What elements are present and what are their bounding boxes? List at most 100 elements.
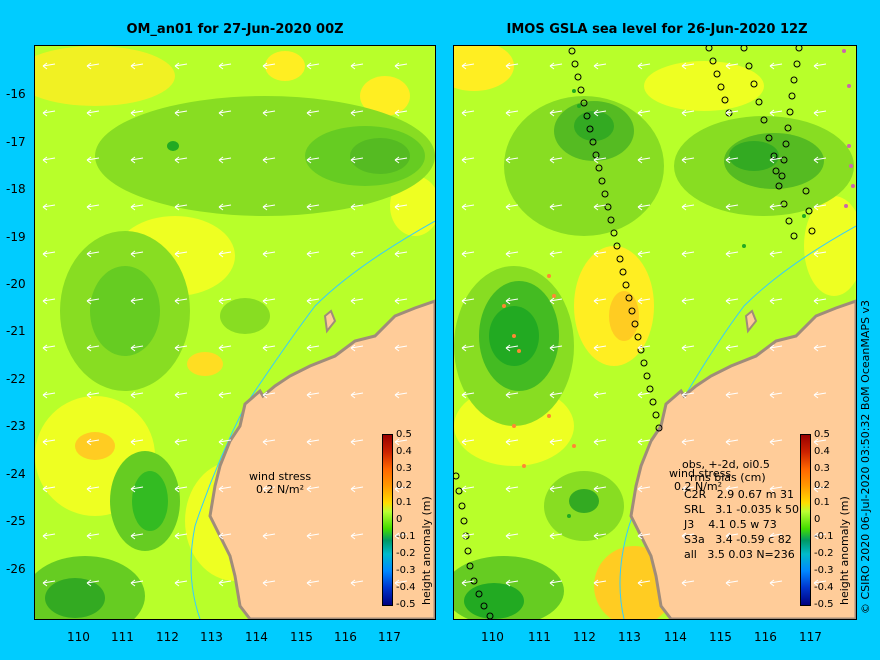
wind-stress-arrow — [350, 580, 364, 584]
left-map-panel — [34, 45, 436, 620]
wind-stress-arrowhead — [593, 485, 599, 493]
wind-stress-arrowhead — [813, 391, 819, 399]
colorbar-tick: 0.1 — [814, 497, 830, 508]
wind-stress-arrowhead — [42, 156, 48, 164]
wind-stress-arrowhead — [769, 156, 775, 164]
wind-stress-arrowhead — [461, 438, 467, 446]
wind-stress-arrow — [350, 63, 364, 67]
wind-stress-arrow — [86, 204, 100, 208]
wind-stress-arrowhead — [130, 156, 136, 164]
wind-stress-arrowhead — [813, 438, 819, 446]
wind-stress-arrowhead — [769, 109, 775, 117]
wind-stress-arrow — [461, 580, 475, 584]
wind-stress-arrow — [769, 392, 783, 396]
wind-stress-arrow — [549, 439, 563, 443]
wind-stress-arrow — [86, 392, 100, 396]
wind-stress-arrow — [593, 204, 607, 208]
obs-row: J3 4.1 0.5 w 73 — [684, 518, 777, 531]
left-map-field — [35, 46, 435, 619]
wind-stress-arrowhead — [262, 438, 268, 446]
wind-stress-arrowhead — [725, 344, 731, 352]
wind-stress-arrow — [461, 157, 475, 161]
wind-stress-arrowhead — [130, 203, 136, 211]
wind-stress-arrowhead — [130, 438, 136, 446]
colorbar-title: height anomaly (m) — [838, 496, 851, 605]
wind-stress-arrow — [262, 486, 276, 490]
wind-stress-arrowhead — [549, 532, 555, 540]
wind-stress-arrowhead — [42, 62, 48, 70]
lat-tick-left: -24 — [6, 467, 26, 481]
wind-stress-arrowhead — [681, 203, 687, 211]
wind-stress-arrow — [174, 439, 188, 443]
wind-stress-arrow — [306, 345, 320, 349]
wind-stress-arrow — [218, 533, 232, 537]
wind-stress-arrow — [262, 110, 276, 114]
wind-stress-arrow — [350, 204, 364, 208]
wind-stress-arrowhead — [593, 109, 599, 117]
wind-stress-arrowhead — [769, 203, 775, 211]
wind-stress-arrowhead — [394, 579, 400, 587]
wind-stress-arrow — [42, 345, 56, 349]
wind-stress-arrowhead — [350, 579, 356, 587]
wind-stress-arrowhead — [549, 109, 555, 117]
wind-stress-arrowhead — [505, 62, 511, 70]
wind-stress-arrowhead — [86, 109, 92, 117]
wind-stress-arrowhead — [350, 62, 356, 70]
wind-stress-arrow — [86, 63, 100, 67]
wind-stress-arrowhead — [725, 250, 731, 258]
wind-stress-arrowhead — [637, 250, 643, 258]
wind-stress-arrowhead — [461, 203, 467, 211]
wind-stress-arrowhead — [769, 391, 775, 399]
wind-stress-arrow — [769, 251, 783, 255]
wind-stress-arrow — [637, 251, 651, 255]
wind-stress-arrow — [86, 439, 100, 443]
wind-stress-arrowhead — [549, 579, 555, 587]
colorbar-tick: 0.3 — [814, 463, 830, 474]
wind-stress-arrowhead — [218, 391, 224, 399]
wind-stress-arrow — [394, 580, 408, 584]
wind-stress-arrowhead — [593, 203, 599, 211]
obs-header: obs, +-2d, oi0.5 — [682, 458, 770, 471]
wind-stress-arrow — [42, 251, 56, 255]
wind-stress-arrowhead — [505, 203, 511, 211]
lon-tick-right: 116 — [754, 630, 777, 644]
wind-stress-arrowhead — [262, 344, 268, 352]
wind-stress-arrow — [769, 439, 783, 443]
wind-stress-arrow — [681, 439, 695, 443]
wind-stress-arrow — [42, 157, 56, 161]
wind-stress-arrow — [218, 439, 232, 443]
wind-stress-arrow — [306, 110, 320, 114]
wind-stress-arrowhead — [306, 391, 312, 399]
wind-stress-arrow — [306, 533, 320, 537]
wind-stress-arrow — [725, 63, 739, 67]
lon-tick-left: 111 — [111, 630, 134, 644]
wind-stress-arrowhead — [130, 579, 136, 587]
wind-stress-arrow — [130, 392, 144, 396]
wind-stress-arrow — [813, 345, 827, 349]
wind-stress-arrowhead — [130, 391, 136, 399]
wind-stress-arrowhead — [549, 344, 555, 352]
wind-stress-arrow — [262, 392, 276, 396]
wind-stress-arrowhead — [681, 579, 687, 587]
wind-stress-arrow — [306, 486, 320, 490]
wind-stress-arrowhead — [86, 156, 92, 164]
wind-stress-arrow — [350, 486, 364, 490]
wind-stress-arrowhead — [505, 391, 511, 399]
wind-stress-arrowhead — [725, 579, 731, 587]
wind-stress-arrowhead — [306, 62, 312, 70]
wind-stress-arrow — [549, 157, 563, 161]
wind-stress-arrow — [813, 533, 827, 537]
wind-stress-arrow — [813, 63, 827, 67]
wind-stress-arrow — [42, 580, 56, 584]
colorbar-tick: 0 — [814, 514, 821, 525]
wind-stress-arrowhead — [262, 579, 268, 587]
wind-stress-arrow — [681, 580, 695, 584]
wind-stress-arrow — [130, 533, 144, 537]
wind-stress-arrowhead — [769, 438, 775, 446]
wind-stress-arrowhead — [174, 344, 180, 352]
wind-stress-arrowhead — [86, 344, 92, 352]
wind-stress-arrow — [42, 204, 56, 208]
wind-stress-arrowhead — [394, 109, 400, 117]
wind-stress-arrow — [593, 533, 607, 537]
wind-stress-arrow — [505, 251, 519, 255]
